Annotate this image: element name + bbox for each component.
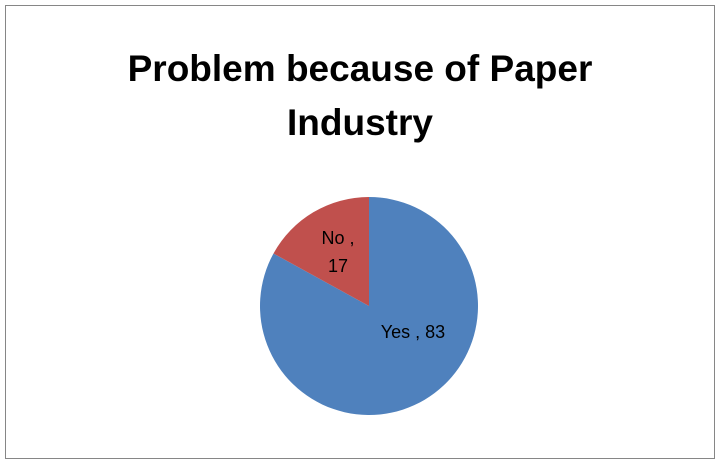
pie-label-yes: Yes , 83 [381,322,445,342]
chart-title: Problem because of Paper Industry [6,42,714,150]
pie-slice-no [273,197,369,306]
pie-label-no: No , 17 [321,228,354,276]
chart-title-line-2: Industry [287,102,433,143]
pie-slice-yes [259,197,478,415]
chart-title-line-1: Problem because of Paper [127,48,593,89]
